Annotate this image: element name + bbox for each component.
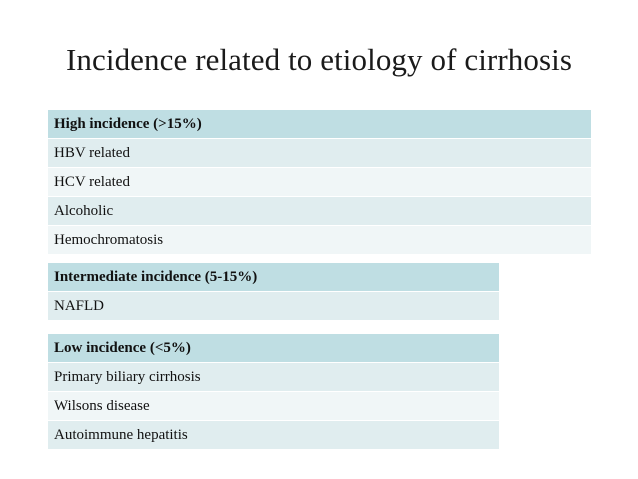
table-header-intermediate-incidence: Intermediate incidence (5-15%) [48, 263, 499, 291]
table-row: Hemochromatosis [48, 225, 591, 254]
intermediate-incidence-table: Intermediate incidence (5-15%) NAFLD [48, 263, 499, 320]
table-row: Primary biliary cirrhosis [48, 362, 499, 391]
table-row: HCV related [48, 167, 591, 196]
table-header-low-incidence: Low incidence (<5%) [48, 334, 499, 362]
low-incidence-table: Low incidence (<5%) Primary biliary cirr… [48, 334, 499, 449]
high-incidence-table: High incidence (>15%) HBV related HCV re… [48, 110, 591, 254]
table-row: Wilsons disease [48, 391, 499, 420]
table-row: NAFLD [48, 291, 499, 320]
table-row: Alcoholic [48, 196, 591, 225]
slide-title: Incidence related to etiology of cirrhos… [65, 42, 573, 77]
table-row: Autoimmune hepatitis [48, 420, 499, 449]
table-row: HBV related [48, 138, 591, 167]
table-header-high-incidence: High incidence (>15%) [48, 110, 591, 138]
